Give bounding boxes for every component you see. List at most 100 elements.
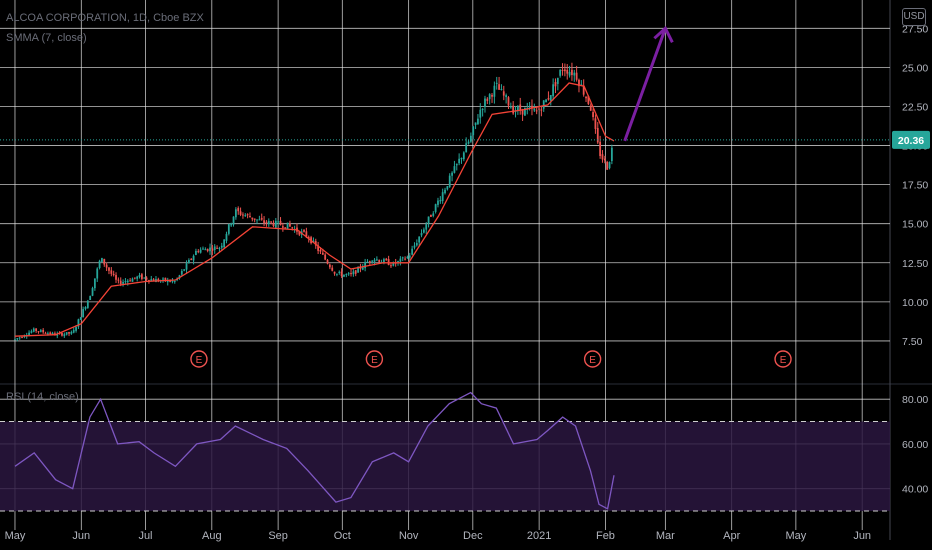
candle-body bbox=[96, 268, 99, 279]
candle-body bbox=[77, 319, 80, 327]
candle-body bbox=[559, 70, 562, 76]
x-tick-label: Dec bbox=[463, 530, 483, 542]
y-tick-label: 22.50 bbox=[902, 101, 928, 113]
candle-body bbox=[455, 163, 458, 166]
candle-body bbox=[119, 280, 122, 285]
x-tick-label: Jun bbox=[853, 530, 871, 542]
candle-body bbox=[56, 333, 59, 336]
candle-body bbox=[14, 339, 16, 341]
candle-body bbox=[82, 309, 85, 318]
candle-body bbox=[319, 249, 322, 252]
candle-body bbox=[524, 108, 526, 116]
currency-badge[interactable]: USD bbox=[902, 8, 926, 26]
candle-body bbox=[180, 270, 183, 275]
candle-body bbox=[608, 162, 611, 169]
y-tick-label: 17.50 bbox=[902, 180, 928, 192]
candle-body bbox=[307, 236, 310, 239]
indicator-label: SMMA (7, close) bbox=[6, 32, 87, 44]
candle-body bbox=[18, 337, 21, 339]
candle-body bbox=[361, 267, 364, 270]
x-tick-label: Mar bbox=[656, 530, 675, 542]
candle-body bbox=[347, 273, 350, 275]
candle-body bbox=[242, 214, 244, 216]
candle-body bbox=[364, 262, 367, 269]
candle-body bbox=[453, 166, 456, 173]
candle-body bbox=[213, 246, 216, 250]
candle-body bbox=[105, 264, 108, 268]
candle-body bbox=[143, 277, 146, 279]
candle-body bbox=[270, 221, 273, 223]
candle-body bbox=[206, 248, 209, 252]
candle-body bbox=[375, 259, 378, 261]
candle-body bbox=[169, 280, 171, 282]
candle-body bbox=[594, 118, 597, 129]
candle-body bbox=[16, 338, 19, 340]
candle-body bbox=[467, 141, 470, 144]
candle-body bbox=[505, 95, 508, 98]
candle-body bbox=[124, 281, 127, 283]
candle-body bbox=[21, 337, 23, 339]
x-tick-label: Sep bbox=[268, 530, 288, 542]
candle-body bbox=[458, 158, 461, 164]
candle-body bbox=[331, 267, 334, 271]
candle-body bbox=[199, 249, 202, 253]
candle-body bbox=[227, 224, 230, 234]
candle-body bbox=[366, 261, 369, 263]
candle-body bbox=[460, 158, 463, 160]
candle-body bbox=[162, 278, 164, 280]
candle-body bbox=[112, 273, 115, 276]
candle-body bbox=[474, 122, 477, 126]
candle-body bbox=[298, 231, 301, 235]
candle-body bbox=[507, 97, 510, 106]
candle-body bbox=[556, 77, 559, 84]
candle-body bbox=[263, 220, 265, 223]
candle-body bbox=[406, 256, 409, 259]
candle-body bbox=[110, 270, 113, 274]
candle-body bbox=[477, 118, 479, 125]
candle-body bbox=[284, 227, 287, 229]
candle-body bbox=[185, 263, 188, 270]
candle-body bbox=[305, 231, 308, 237]
candle-body bbox=[317, 245, 320, 251]
candle-body bbox=[368, 261, 371, 263]
candle-body bbox=[136, 276, 139, 279]
candle-body bbox=[573, 72, 576, 76]
candle-body bbox=[533, 108, 536, 111]
candle-body bbox=[387, 259, 390, 266]
candle-body bbox=[234, 209, 237, 218]
candle-body bbox=[373, 259, 376, 262]
candle-body bbox=[563, 69, 566, 72]
candle-body bbox=[328, 264, 331, 268]
candle-body bbox=[578, 79, 580, 87]
candle-body bbox=[44, 332, 47, 334]
candle-body bbox=[84, 307, 87, 310]
candle-body bbox=[509, 107, 512, 109]
candle-body bbox=[173, 281, 176, 283]
candle-body bbox=[542, 100, 545, 109]
candle-body bbox=[575, 72, 578, 80]
candle-body bbox=[472, 126, 475, 136]
candle-body bbox=[171, 280, 174, 282]
candle-body bbox=[568, 71, 571, 76]
candle-body bbox=[216, 247, 218, 249]
candle-body bbox=[220, 245, 223, 248]
candle-body bbox=[63, 334, 66, 337]
candle-body bbox=[239, 211, 242, 215]
candle-body bbox=[75, 327, 77, 331]
candle-body bbox=[291, 227, 294, 229]
candle-body bbox=[498, 84, 500, 90]
candle-body bbox=[465, 143, 468, 153]
candle-body bbox=[338, 271, 341, 273]
candle-body bbox=[265, 221, 268, 224]
candle-body bbox=[108, 267, 110, 271]
candle-body bbox=[488, 94, 491, 100]
candle-body bbox=[516, 106, 519, 111]
candle-body bbox=[93, 278, 96, 289]
candle-body bbox=[587, 96, 590, 104]
candle-body bbox=[383, 259, 385, 263]
candle-body bbox=[333, 271, 336, 274]
candle-body bbox=[354, 270, 357, 274]
chart-title: ALCOA CORPORATION, 1D, Cboe BZX bbox=[6, 12, 204, 24]
x-tick-label: 2021 bbox=[527, 530, 551, 542]
